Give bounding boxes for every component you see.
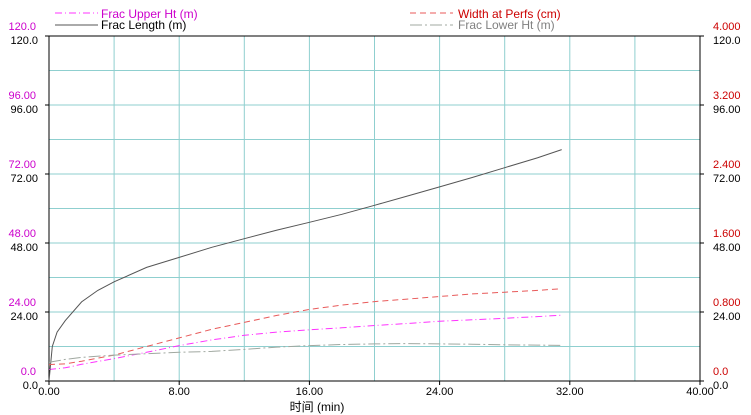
grid	[49, 36, 700, 381]
series-line-frac-upper	[48, 314, 562, 370]
y-left-tick-label: 48.00	[10, 242, 38, 254]
y-left-tick-label: 0.0	[23, 380, 38, 392]
y-left-tick-label-upper: 96.00	[8, 90, 36, 102]
y-right-tick-label-width: 4.000	[713, 21, 741, 33]
y-right-tick-label: 120.0	[713, 35, 741, 47]
legend-label-frac-length: Frac Length (m)	[101, 18, 186, 32]
x-tick-label: 8.00	[168, 386, 189, 398]
y-left-tick-label-upper: 0.0	[21, 366, 36, 378]
y-left-tick-label: 96.00	[10, 104, 38, 116]
y-right-tick-label: 96.00	[713, 104, 741, 116]
y-right-tick-label: 72.00	[713, 173, 741, 185]
y-right-tick-label: 24.00	[713, 311, 741, 323]
y-left-tick-label-upper: 72.00	[8, 159, 36, 171]
y-left-tick-label-upper: 120.0	[8, 21, 36, 33]
y-right-tick-label-width: 2.400	[713, 159, 741, 171]
series-line-width	[48, 288, 562, 366]
x-tick-label: 32.00	[556, 386, 584, 398]
y-left-tick-label: 120.0	[10, 35, 38, 47]
y-left-tick-label: 24.00	[10, 311, 38, 323]
legend: Frac Upper Ht (m) Frac Length (m) Width …	[55, 7, 561, 32]
y-right-tick-label: 0.0	[713, 380, 728, 392]
legend-label-width: Width at Perfs (cm)	[458, 7, 561, 21]
series-line-frac-length	[48, 149, 562, 382]
y-right-tick-label-width: 0.800	[713, 297, 741, 309]
y-right-tick-label-width: 1.600	[713, 228, 741, 240]
legend-label-frac-upper: Frac Upper Ht (m)	[101, 7, 198, 21]
x-axis-title: 时间 (min)	[290, 400, 345, 414]
series-line-frac-lower	[48, 343, 562, 363]
series-layer	[48, 149, 562, 382]
plot-frame	[48, 35, 701, 382]
y-right-tick-label-width: 3.200	[713, 90, 741, 102]
y-left-tick-label: 72.00	[10, 173, 38, 185]
ticks-layer: 0.00 8.00 16.00 24.00 32.00 40.000.00.024.002…	[8, 21, 740, 398]
y-left-tick-label-upper: 24.00	[8, 297, 36, 309]
y-right-tick-label: 48.00	[713, 242, 741, 254]
x-tick-label: 16.00	[296, 386, 324, 398]
y-left-tick-label-upper: 48.00	[8, 228, 36, 240]
y-right-tick-label-width: 0.0	[713, 366, 728, 378]
x-tick-label: 24.00	[426, 386, 454, 398]
x-tick-label: 40.00	[686, 386, 714, 398]
x-tick-label: 0.00	[38, 386, 59, 398]
legend-label-frac-lower: Frac Lower Ht (m)	[458, 18, 555, 32]
